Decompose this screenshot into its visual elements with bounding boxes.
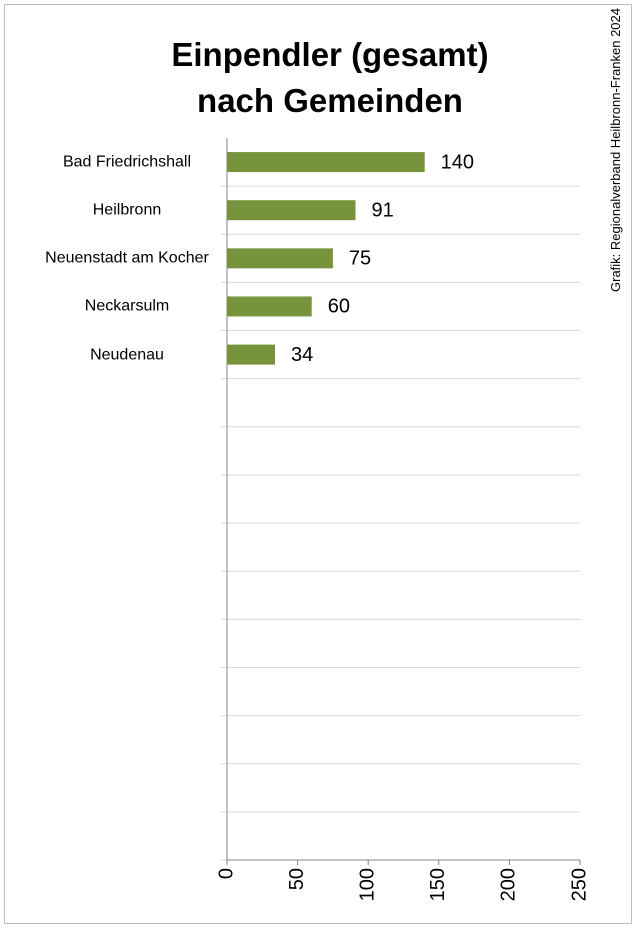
bar xyxy=(227,296,312,317)
bar xyxy=(227,344,276,365)
y-tick-label: Neuenstadt am Kocher xyxy=(45,249,209,267)
chart-title: Einpendler (gesamt) nach Gemeinden xyxy=(171,36,489,119)
value-label: 60 xyxy=(328,296,350,318)
value-label: 34 xyxy=(291,344,313,366)
bar xyxy=(227,200,356,221)
x-tick-label: 50 xyxy=(286,868,308,890)
y-tick-label: Bad Friedrichshall xyxy=(62,153,192,171)
value-label: 91 xyxy=(371,199,393,221)
x-tick-label: 250 xyxy=(568,868,590,901)
x-tick-label: 200 xyxy=(498,868,520,901)
frame xyxy=(4,4,632,924)
x-tick-label: 0 xyxy=(215,868,237,879)
bar xyxy=(227,152,425,173)
x-tick-label: 100 xyxy=(356,868,378,901)
value-label: 75 xyxy=(349,248,371,270)
y-tick-label: Heilbronn xyxy=(92,201,162,219)
x-tick-label: 150 xyxy=(427,868,449,901)
bar xyxy=(227,248,333,269)
value-label: 140 xyxy=(441,151,474,173)
y-tick-label: Neudenau xyxy=(90,346,164,364)
y-tick-label: Neckarsulm xyxy=(84,297,170,315)
